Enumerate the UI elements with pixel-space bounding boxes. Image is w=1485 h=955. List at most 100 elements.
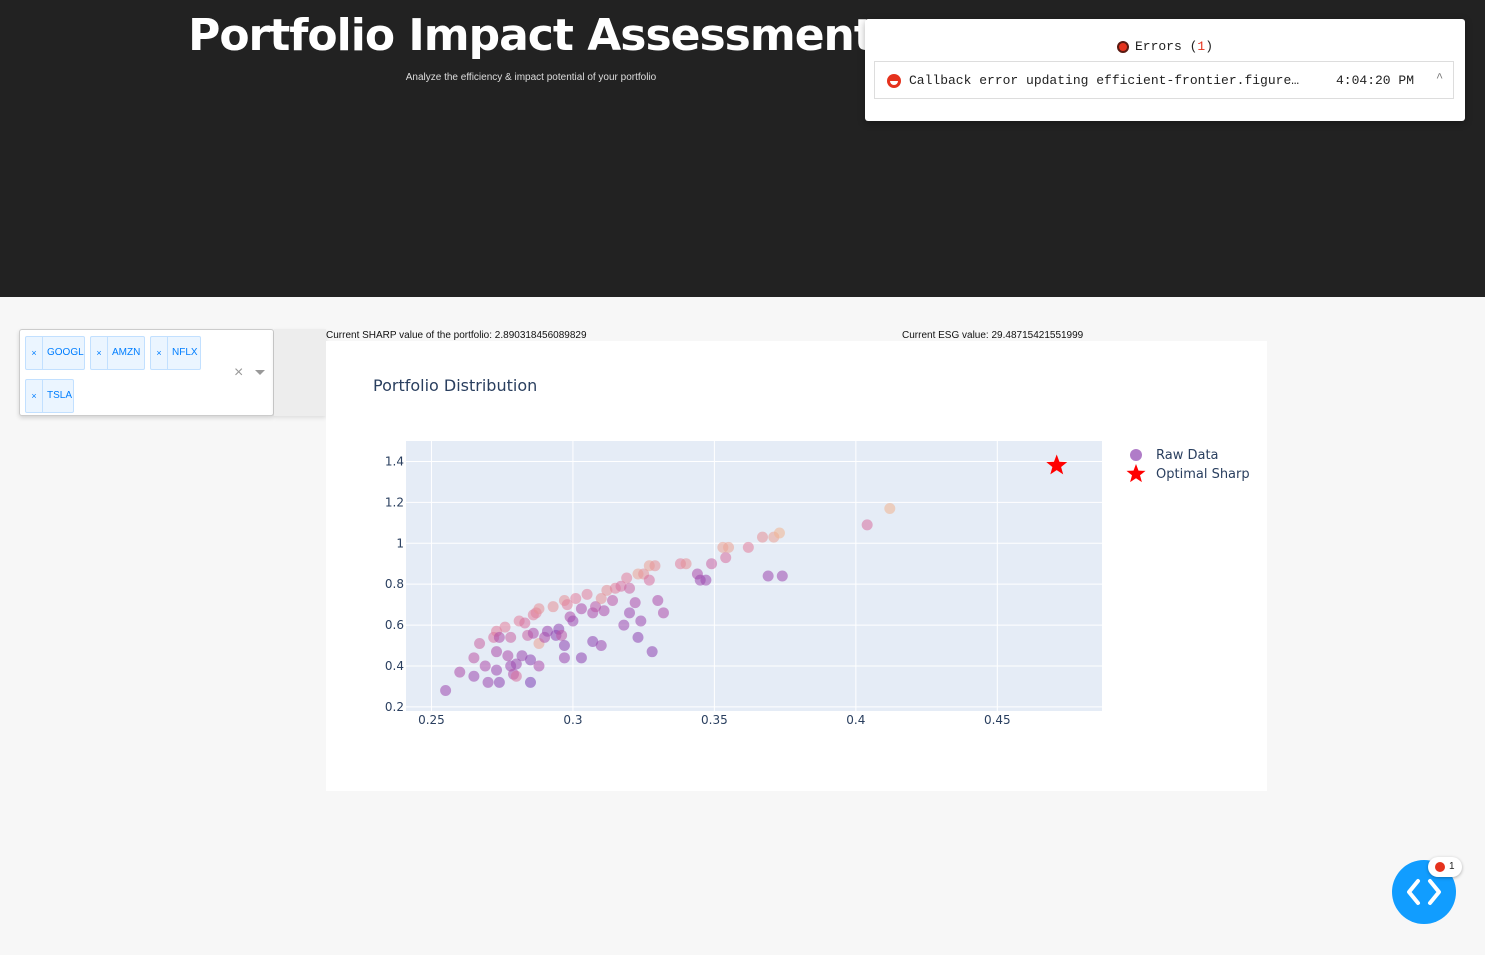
raw-data-point: [524, 654, 536, 666]
raw-data-point: [624, 582, 636, 594]
raw-data-point: [595, 640, 607, 652]
raw-data-point: [629, 597, 641, 609]
error-count-badge[interactable]: 1: [1428, 857, 1462, 877]
raw-data-point: [468, 670, 480, 682]
error-message: Callback error updating efficient-fronti…: [909, 73, 1300, 88]
chart-canvas[interactable]: Portfolio Distribution 0.25 0.3 0.35 0.4 0.45…: [326, 341, 1267, 791]
raw-data-point: [649, 560, 661, 572]
raw-data-point: [720, 552, 732, 564]
raw-data-point: [440, 685, 452, 697]
chip-nflx[interactable]: × NFLX: [150, 336, 201, 370]
chip-googl[interactable]: × GOOGL: [25, 336, 85, 370]
raw-data-point: [643, 574, 655, 586]
esg-value-text: Current ESG value: 29.48715421551999: [902, 330, 1084, 341]
raw-data-point: [618, 619, 630, 631]
raw-data-point: [742, 541, 754, 553]
raw-data-point: [635, 615, 647, 627]
raw-data-point: [474, 638, 486, 649]
chip-label: AMZN: [112, 347, 141, 358]
badge-count: 1: [1449, 861, 1455, 872]
legend-optimal-marker: [1126, 464, 1146, 483]
chip-label: NFLX: [172, 347, 198, 358]
raw-data-point: [615, 580, 627, 592]
errors-header[interactable]: Errors (1): [865, 39, 1465, 54]
y-tick-label: 1.4: [385, 454, 404, 468]
raw-data-point: [516, 650, 528, 662]
raw-data-point: [575, 603, 587, 615]
y-tick-label: 1: [396, 536, 404, 550]
raw-data-point: [510, 670, 522, 682]
raw-data-point: [575, 652, 587, 664]
raw-data-point: [776, 570, 788, 582]
raw-data-point: [493, 676, 505, 688]
error-item[interactable]: Callback error updating efficient-fronti…: [874, 61, 1454, 99]
raw-data-point: [601, 584, 613, 596]
page-subtitle: Analyze the efficiency & impact potentia…: [405, 72, 657, 83]
collapse-caret-icon[interactable]: ^: [1436, 71, 1444, 85]
raw-data-point: [561, 599, 573, 611]
raw-data-point: [482, 676, 494, 688]
portfolio-distribution-chart: Portfolio Distribution 0.25 0.3 0.35 0.4 0.45…: [326, 341, 1267, 791]
raw-data-point: [570, 593, 582, 604]
raw-data-point: [590, 601, 602, 613]
raw-data-point: [547, 601, 559, 613]
raw-data-point: [558, 652, 570, 664]
raw-data-point: [598, 605, 610, 617]
x-tick-label: 0.25: [418, 713, 445, 727]
raw-data-point: [700, 574, 712, 586]
errors-count: 1: [1197, 39, 1206, 54]
raw-data-point: [499, 621, 511, 633]
errors-panel: Errors (1) Callback error updating effic…: [865, 19, 1465, 121]
chip-label: GOOGL: [47, 347, 84, 358]
chip-tsla[interactable]: × TSLA: [25, 379, 74, 413]
legend-raw-label: Raw Data: [1156, 448, 1219, 463]
y-tick-label: 0.8: [385, 577, 404, 591]
raw-data-point: [652, 595, 664, 607]
raw-data-point: [558, 640, 570, 652]
y-tick-label: 0.6: [385, 618, 404, 632]
raw-data-point: [502, 650, 514, 662]
y-tick-label: 1.2: [385, 495, 404, 509]
x-tick-label: 0.4: [846, 713, 865, 727]
raw-data-point: [567, 615, 579, 627]
sharp-value-text: Current SHARP value of the portfolio: 2.…: [326, 330, 587, 341]
raw-data-point: [884, 503, 896, 514]
raw-data-point: [621, 572, 633, 584]
page-title: Portfolio Impact Assessment: [188, 10, 875, 61]
raw-data-point: [646, 646, 658, 658]
raw-data-point: [524, 676, 536, 688]
raw-data-point: [556, 629, 568, 641]
error-face-icon: [887, 74, 901, 88]
raw-data-point: [762, 570, 774, 582]
remove-nflx-icon[interactable]: ×: [151, 337, 168, 369]
chart-title: Portfolio Distribution: [373, 376, 537, 395]
errors-label-end: ): [1205, 39, 1214, 54]
x-tick-label: 0.45: [984, 713, 1011, 727]
y-tick-label: 0.2: [385, 700, 404, 714]
remove-tsla-icon[interactable]: ×: [26, 380, 43, 412]
raw-data-point: [491, 664, 503, 676]
errors-label: Errors (: [1134, 39, 1198, 54]
code-brackets-icon: [1407, 879, 1441, 905]
raw-data-point: [510, 658, 522, 670]
chip-label: TSLA: [47, 390, 73, 401]
raw-data-point: [861, 519, 873, 531]
raw-data-point: [541, 625, 553, 637]
raw-data-point: [595, 593, 607, 604]
dropdown-arrow-icon[interactable]: [255, 370, 265, 375]
raw-data-point: [491, 646, 503, 658]
raw-data-point: [587, 635, 599, 647]
raw-data-point: [706, 558, 718, 570]
raw-data-point: [756, 531, 768, 543]
chip-amzn[interactable]: × AMZN: [90, 336, 145, 370]
remove-googl-icon[interactable]: ×: [26, 337, 43, 369]
raw-data-point: [479, 660, 491, 672]
clear-all-icon[interactable]: ×: [234, 364, 244, 381]
remove-amzn-icon[interactable]: ×: [91, 337, 108, 369]
raw-data-point: [723, 541, 735, 553]
raw-data-point: [607, 595, 619, 607]
raw-data-point: [632, 631, 644, 643]
ticker-multiselect[interactable]: × GOOGL × AMZN × NFLX × TSLA ×: [19, 329, 274, 416]
raw-data-point: [533, 660, 545, 672]
legend-raw-marker: [1130, 449, 1142, 461]
